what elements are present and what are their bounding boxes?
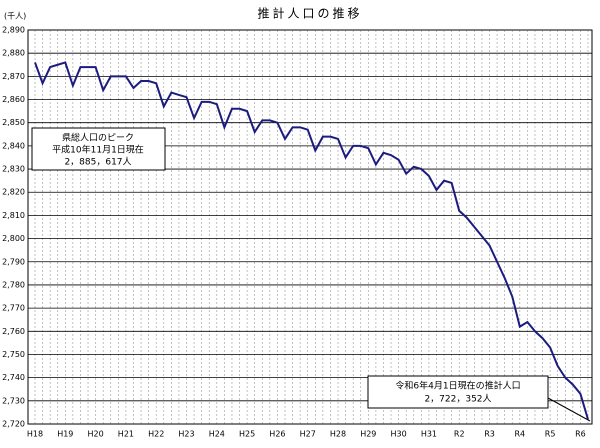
y-tick-label: 2,830 (2, 165, 25, 174)
y-tick-label: 2,860 (2, 95, 25, 104)
x-tick-label: H24 (209, 430, 225, 439)
annotation-latest: 令和6年4月1日現在の推計人口 2，722，352人 (367, 375, 591, 422)
x-tick-label: R5 (545, 430, 556, 439)
x-tick-label: R2 (454, 430, 465, 439)
y-tick-label: 2,780 (2, 280, 25, 289)
y-tick-label: 2,800 (2, 234, 25, 243)
x-tick-label: H22 (148, 430, 164, 439)
plot-frame (27, 29, 593, 425)
annotation-peak: 県総人口のピーク 平成10年11月1日現在 2，885，617人 (31, 127, 166, 171)
x-tick-label: H29 (360, 430, 376, 439)
x-tick-label: H30 (391, 430, 407, 439)
y-tick-label: 2,770 (2, 304, 25, 313)
x-tick-label: R6 (575, 430, 586, 439)
x-tick-label: H25 (239, 430, 255, 439)
y-tick-label: 2,890 (2, 26, 25, 35)
x-tick-label: H27 (300, 430, 316, 439)
annotation-text: 平成10年11月1日現在 (52, 144, 144, 156)
annotation-arrow (547, 397, 591, 422)
y-tick-label: 2,820 (2, 188, 25, 197)
annotation-text: 2，722，352人 (424, 394, 491, 405)
y-tick-label: 2,750 (2, 350, 25, 359)
y-tick-label: 2,840 (2, 141, 25, 150)
marks (34, 61, 589, 420)
y-tick-label: 2,880 (2, 49, 25, 58)
x-tick-label: H19 (57, 430, 73, 439)
grid (28, 29, 592, 425)
x-tick-label: H23 (178, 430, 194, 439)
y-tick-label: 2,810 (2, 211, 25, 220)
y-tick-label: 2,740 (2, 373, 25, 382)
annotation-box (31, 127, 166, 171)
y-tick-label: 2,870 (2, 72, 25, 81)
y-tick-label: 2,760 (2, 327, 25, 336)
x-tick-label: H26 (269, 430, 285, 439)
x-tick-label: H28 (330, 430, 346, 439)
y-axis-unit: (千人) (4, 11, 26, 21)
y-tick-label: 2,850 (2, 118, 25, 127)
y-tick-label: 2,730 (2, 396, 25, 405)
annotation-box (367, 375, 549, 409)
y-tick-label: 2,790 (2, 257, 25, 266)
annotation-text: 令和6年4月1日現在の推計人口 (395, 380, 520, 392)
x-tick-label: R3 (484, 430, 495, 439)
y-tick-label: 2,720 (2, 420, 25, 429)
x-tick-label: H20 (88, 430, 104, 439)
x-tick-label: R4 (514, 430, 525, 439)
annotation-text: 県総人口のピーク (62, 132, 134, 144)
x-tick-label: H21 (118, 430, 134, 439)
data-line (34, 61, 589, 420)
chart-title: 推計人口の推移 (257, 6, 362, 21)
x-tick-label: H31 (421, 430, 437, 439)
x-tick-label: H18 (27, 430, 43, 439)
annotation-text: 2，885，617人 (64, 157, 131, 168)
